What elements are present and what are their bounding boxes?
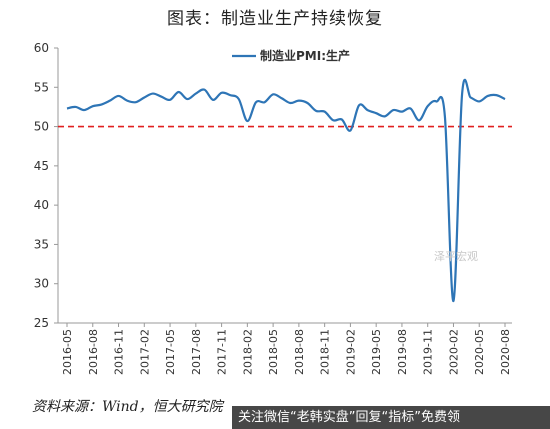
x-tick-label: 2018-11	[319, 329, 332, 375]
series-line-pmi-production	[66, 78, 506, 303]
x-tick-label: 2017-05	[164, 329, 177, 375]
x-tick-label: 2020-02	[447, 329, 460, 375]
chart-title: 图表：制造业生产持续恢复	[167, 9, 383, 29]
x-tick-label: 2016-11	[113, 329, 126, 375]
x-tick-label: 2017-11	[216, 329, 229, 375]
x-tick-label: 2016-05	[61, 329, 74, 375]
plot-area	[58, 78, 512, 303]
watermark-banner: 关注微信“老韩实盘”回复“指标”免费领	[232, 406, 550, 429]
x-tick-label: 2018-02	[241, 329, 254, 375]
y-tick-label: 55	[34, 80, 49, 94]
x-tick-label: 2019-08	[396, 329, 409, 375]
x-tick-label: 2019-02	[344, 329, 357, 375]
x-tick-label: 2016-08	[87, 329, 100, 375]
y-tick-label: 50	[34, 120, 49, 134]
x-tick-label: 2020-08	[499, 329, 512, 375]
x-tick-label: 2017-02	[138, 329, 151, 375]
y-tick-label: 45	[34, 159, 49, 173]
x-tick-label: 2018-05	[267, 329, 280, 375]
x-tick-label: 2019-11	[422, 329, 435, 375]
y-tick-label: 60	[34, 41, 49, 55]
faint-watermark: 泽平宏观	[434, 250, 478, 263]
chart: 25 30 35 40 45 50 55 60 2016-05 2016-08 2016-11 201…	[34, 41, 512, 375]
axes: 25 30 35 40 45 50 55 60 2016-05 2016-08 2016-11 201…	[34, 41, 512, 375]
y-tick-label: 25	[34, 316, 49, 330]
source-note: 资料来源：Wind，恒大研究院	[32, 399, 223, 415]
x-tick-label: 2018-08	[293, 329, 306, 375]
y-tick-label: 30	[34, 277, 49, 291]
legend: 制造业PMI:生产	[232, 48, 350, 63]
x-tick-label: 2020-05	[473, 329, 486, 375]
y-tick-label: 35	[34, 237, 49, 251]
x-tick-label: 2019-05	[370, 329, 383, 375]
y-tick-label: 40	[34, 198, 49, 212]
legend-label: 制造业PMI:生产	[260, 48, 350, 63]
x-tick-label: 2017-08	[190, 329, 203, 375]
